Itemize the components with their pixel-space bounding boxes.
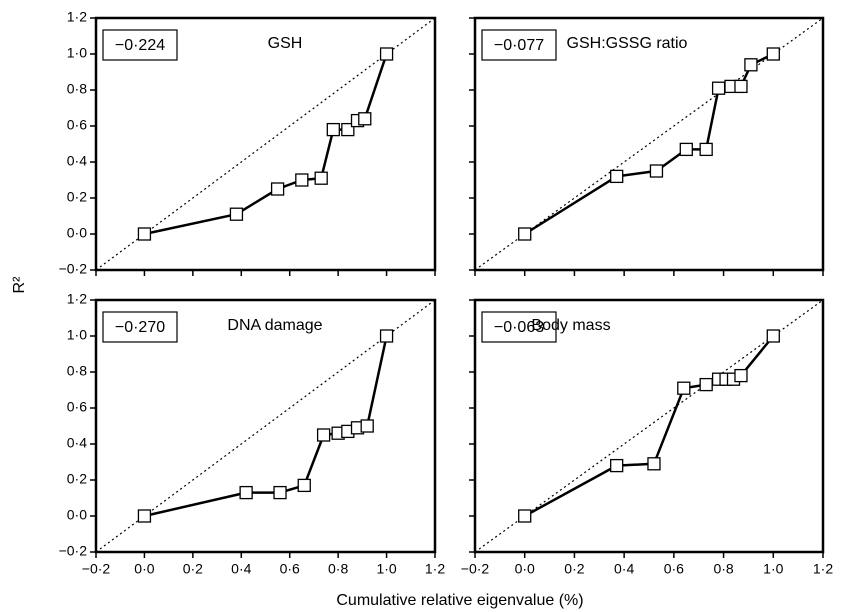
data-point — [610, 458, 624, 473]
plot-frame — [473, 298, 825, 554]
panel-title: GSH:GSSG ratio — [567, 35, 688, 52]
x-tick-label: 1·2 — [813, 561, 833, 577]
data-point — [379, 47, 394, 61]
data-point — [229, 207, 244, 221]
data-line — [524, 52, 774, 236]
y-tick-label: 0·0 — [67, 507, 87, 523]
data-point — [316, 428, 331, 442]
x-axis-label: Cumulative relative eigenvalue (%) — [336, 592, 583, 609]
y-tick-label: 0·6 — [67, 117, 87, 133]
data-line — [524, 335, 775, 518]
x-tick-label: −0·2 — [461, 561, 490, 577]
data-point — [270, 182, 285, 196]
y-tick-label: 1·2 — [67, 9, 87, 25]
data-point — [518, 509, 532, 523]
x-tick-label: 0·2 — [564, 561, 584, 577]
data-point — [360, 419, 374, 433]
x-tick-label: −0·2 — [82, 561, 111, 577]
y-tick-label: 0·4 — [67, 153, 87, 169]
annotation-box — [481, 29, 557, 61]
reference-line — [474, 299, 824, 553]
data-point — [326, 122, 340, 137]
data-point — [341, 122, 355, 137]
data-point — [734, 368, 748, 383]
annotation-box — [102, 311, 178, 343]
x-tick-label: 0·6 — [280, 561, 300, 577]
data-point — [137, 227, 152, 241]
reference-line — [95, 17, 436, 271]
data-point — [610, 169, 624, 184]
data-point — [239, 485, 253, 500]
y-tick-label: 0·6 — [67, 399, 87, 415]
annotation-box — [102, 29, 178, 61]
data-point — [518, 227, 532, 241]
panel-title: GSH — [268, 35, 303, 52]
data-point — [137, 509, 152, 523]
y-tick-label: 1·0 — [67, 327, 87, 343]
x-tick-label: 0·8 — [328, 561, 348, 577]
data-point — [699, 377, 713, 392]
y-tick-label: 0·8 — [67, 81, 87, 97]
data-point — [649, 164, 664, 178]
annotation: −0·077 — [494, 37, 544, 54]
panel-title: DNA damage — [227, 317, 322, 334]
data-point — [358, 112, 372, 126]
reference-line — [95, 299, 436, 553]
data-point — [647, 457, 661, 471]
x-tick-label: 1·0 — [376, 561, 396, 577]
annotation: −0·063 — [494, 319, 544, 336]
y-tick-label: 0·2 — [67, 189, 87, 205]
data-point — [711, 81, 726, 95]
y-axis-label: R² — [11, 276, 28, 294]
plot-frame — [94, 16, 437, 272]
data-point — [295, 173, 309, 187]
y-tick-label: 0·8 — [67, 363, 87, 379]
y-tick-label: 1·0 — [67, 45, 87, 61]
data-point — [379, 329, 394, 343]
x-tick-label: 0·2 — [183, 561, 203, 577]
y-tick-label: 0·0 — [67, 225, 87, 241]
y-tick-label: 0·2 — [67, 471, 87, 487]
data-point — [744, 58, 758, 72]
x-tick-label: 1·0 — [763, 561, 783, 577]
plot-frame — [94, 298, 437, 554]
x-tick-label: 0·6 — [664, 561, 684, 577]
annotation: −0·270 — [115, 319, 165, 336]
data-point — [677, 381, 691, 395]
data-point — [766, 329, 780, 343]
x-tick-label: 0·4 — [231, 561, 251, 577]
data-point — [297, 478, 311, 493]
data-point — [679, 142, 693, 157]
plot-frame — [473, 16, 825, 272]
x-tick-label: 1·2 — [425, 561, 445, 577]
data-point — [734, 79, 748, 94]
y-tick-label: −0·2 — [59, 543, 88, 559]
annotation: −0·224 — [115, 37, 165, 54]
y-tick-label: −0·2 — [59, 261, 88, 277]
panel-title: Body mass — [531, 317, 610, 334]
data-point — [314, 171, 328, 185]
x-tick-label: 0·4 — [614, 561, 634, 577]
y-tick-label: 0·4 — [67, 435, 87, 451]
data-point — [766, 47, 780, 61]
x-tick-label: 0·0 — [134, 561, 154, 577]
data-point — [699, 142, 713, 157]
x-tick-label: 0·8 — [713, 561, 733, 577]
y-tick-label: 1·2 — [67, 291, 87, 307]
data-point — [273, 485, 287, 500]
annotation-box — [481, 311, 557, 343]
x-tick-label: 0·0 — [515, 561, 535, 577]
